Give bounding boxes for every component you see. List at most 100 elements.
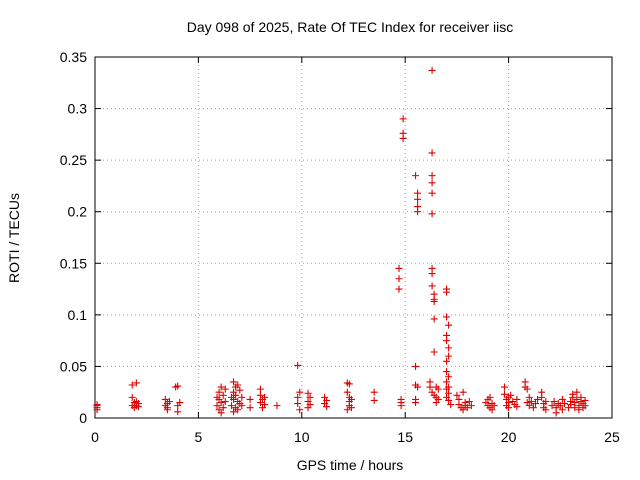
data-point [428,282,436,290]
data-point [548,402,556,410]
data-point [505,404,513,412]
data-point [294,361,302,369]
data-point [219,404,227,412]
data-point [230,408,238,416]
data-point [467,402,475,410]
data-point [161,395,169,403]
data-point [560,400,568,408]
data-point [397,402,405,410]
data-point [430,297,438,305]
data-point [414,189,422,197]
data-point [219,391,227,399]
data-point [163,406,171,414]
data-point [217,399,225,407]
data-point [428,270,436,278]
y-tick-label: 0.2 [68,204,88,220]
axis-ticks [94,56,613,419]
data-point [426,383,434,391]
data-point [443,385,451,393]
data-point [232,391,240,399]
data-point [236,386,244,394]
data-point [397,395,405,403]
data-point [221,397,229,405]
data-point [296,406,304,414]
data-point [395,285,403,293]
data-point [558,395,566,403]
grid-lines [95,57,612,418]
data-point [399,115,407,123]
data-point [486,393,494,401]
data-point [294,393,302,401]
data-point [246,404,254,412]
data-point [459,388,467,396]
data-point [443,368,451,376]
data-point [412,362,420,370]
data-point [430,315,438,323]
data-point [488,406,496,414]
data-point [213,402,221,410]
data-point [445,396,453,404]
data-point [443,378,451,386]
data-point [294,400,302,408]
data-point [414,195,422,203]
data-point [130,399,138,407]
data-point [217,409,225,417]
data-point [230,378,238,386]
data-point [238,393,246,401]
data-point [513,395,521,403]
data-point [527,397,535,405]
data-point [227,402,235,410]
data-point [273,402,281,410]
data-point [128,381,136,389]
data-point [432,399,440,407]
data-point [445,352,453,360]
data-point [395,264,403,272]
x-tick-label: 0 [91,429,99,445]
data-point [128,393,136,401]
data-point [304,389,312,397]
data-point [577,393,585,401]
x-tick-label: 20 [501,429,517,445]
data-point [428,149,436,157]
data-point [230,395,238,403]
data-point [575,406,583,414]
data-point [447,401,455,409]
data-point [93,401,101,409]
y-tick-label: 0.15 [60,255,87,271]
data-markers [93,66,589,417]
data-point [306,401,314,409]
y-tick-label: 0.25 [60,152,87,168]
data-point [246,395,254,403]
data-point [323,403,331,411]
data-point [552,409,560,417]
data-point [569,393,577,401]
data-point [347,395,355,403]
y-tick-label: 0.05 [60,358,87,374]
data-point [414,383,422,391]
data-point [217,383,225,391]
data-point [556,402,564,410]
y-tick-label: 0.1 [68,307,88,323]
data-point [370,388,378,396]
data-point [430,348,438,356]
data-point [234,406,242,414]
data-point [573,395,581,403]
x-tick-label: 5 [195,429,203,445]
x-axis-title: GPS time / hours [297,457,404,473]
data-point [443,337,451,345]
data-point [445,373,453,381]
data-point [412,399,420,407]
plot-frame [94,56,613,419]
data-point [542,397,550,405]
data-point [256,385,264,393]
data-point [370,396,378,404]
data-point [500,383,508,391]
data-point [525,402,533,410]
x-tick-label: 15 [397,429,413,445]
data-point [443,313,451,321]
data-point [296,388,304,396]
data-point [538,393,546,401]
data-point [347,404,355,412]
data-point [261,401,269,409]
